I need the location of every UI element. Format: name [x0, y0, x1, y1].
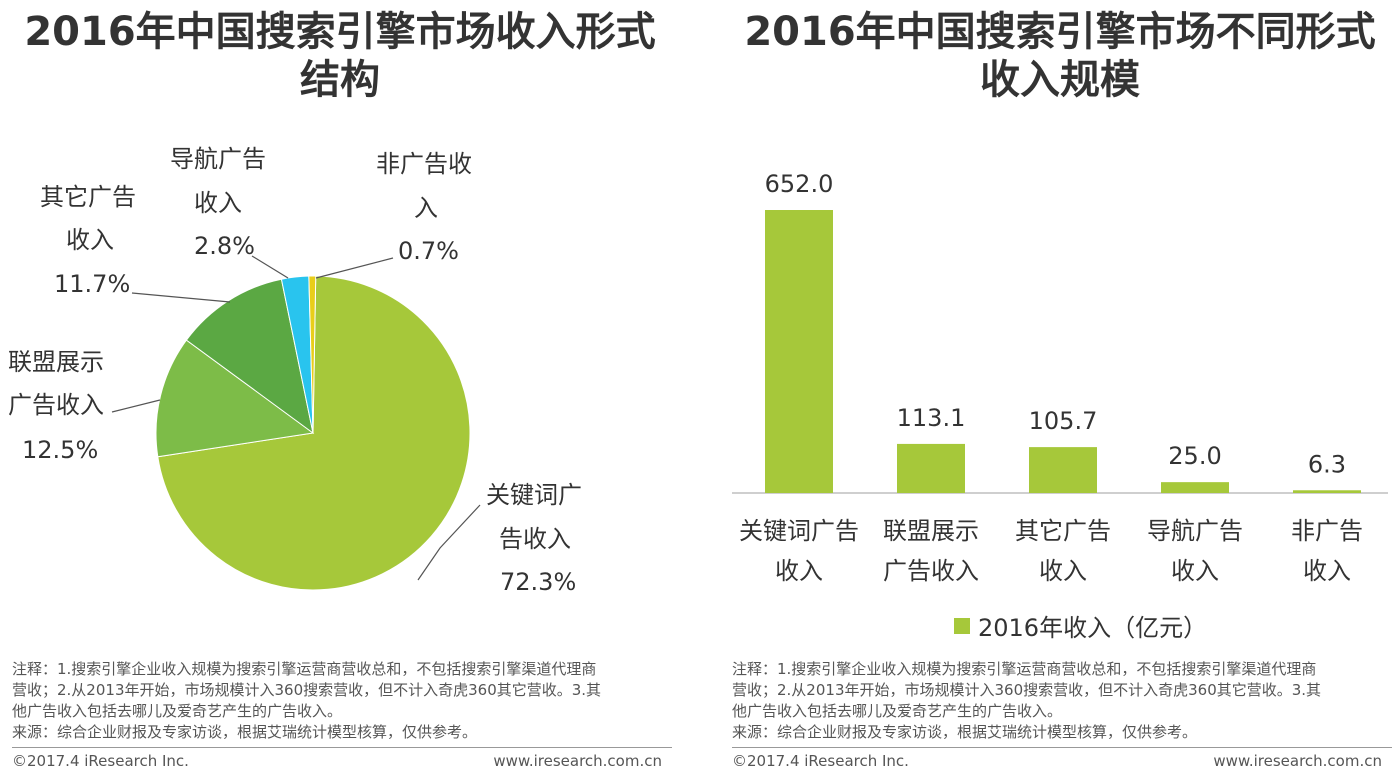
- x-tick-label: 导航广告: [1147, 517, 1243, 545]
- pie-label-alliance: 广告收入: [8, 391, 104, 419]
- pie-label-nonad: 非广告收: [376, 150, 472, 178]
- chart-notes: 注释：1.搜索引擎企业收入规模为搜索引擎运营商营收总和，不包括搜索引擎渠道代理商…: [732, 660, 1322, 741]
- pie-value-nonad: 0.7%: [398, 237, 459, 265]
- bar-0: [765, 210, 833, 493]
- bar-3: [1161, 482, 1229, 493]
- bar-1: [897, 443, 965, 493]
- pie-slice-keyword: [157, 275, 471, 591]
- pie-value-nav: 2.8%: [194, 232, 255, 260]
- pie-label-keyword: 关键词广: [486, 481, 582, 509]
- footer-divider: [12, 747, 672, 748]
- pie-label-nonad: 入: [414, 194, 438, 222]
- pie-label-other: 收入: [66, 226, 114, 254]
- pie-value-alliance: 12.5%: [22, 436, 98, 464]
- x-tick-label: 关键词广告: [739, 517, 859, 545]
- copyright: ©2017.4 iResearch Inc.: [732, 752, 909, 770]
- bar-value-label: 113.1: [897, 404, 966, 432]
- chart-legend: 2016年收入（亿元）: [954, 608, 1207, 643]
- bar-value-label: 652.0: [765, 170, 834, 198]
- pie-label-alliance: 联盟展示: [8, 348, 104, 376]
- bar-chart-title: 2016年中国搜索引擎市场不同形式 收入规模: [744, 9, 1376, 103]
- pie-value-other: 11.7%: [54, 270, 130, 298]
- website: www.iresearch.com.cn: [1213, 752, 1382, 770]
- footer: ©2017.4 iResearch Inc. www.iresearch.com…: [732, 752, 1382, 770]
- leader-line-alliance: [111, 399, 161, 413]
- pie-value-keyword: 72.3%: [500, 568, 576, 596]
- x-tick-label: 收入: [775, 557, 823, 585]
- footer-divider: [732, 747, 1392, 748]
- pie-label-keyword: 告收入: [499, 525, 571, 553]
- bar-value-label: 6.3: [1308, 450, 1346, 478]
- bar-chart-panel: 2016年中国搜索引擎市场不同形式 收入规模 652.0 关键词广告收入 113.1…: [720, 0, 1400, 780]
- pie-label-other: 其它广告: [40, 183, 136, 211]
- pie-slice-nonad: [308, 275, 317, 434]
- x-tick-label: 广告收入: [883, 557, 979, 585]
- leader-line-nav: [251, 255, 289, 279]
- bar-4: [1293, 490, 1361, 493]
- bar-2: [1029, 447, 1097, 493]
- website: www.iresearch.com.cn: [493, 752, 662, 770]
- x-tick-label: 其它广告: [1015, 517, 1111, 545]
- leader-line-other: [131, 292, 231, 303]
- pie-label-nav: 导航广告: [170, 145, 266, 173]
- pie-chart: 关键词广告收入72.3%联盟展示广告收入12.5%其它广告收入11.7%导航广告…: [8, 145, 582, 596]
- x-tick-label: 收入: [1039, 557, 1087, 585]
- x-tick-label: 收入: [1303, 557, 1351, 585]
- bar-value-label: 105.7: [1029, 407, 1098, 435]
- leader-line-nonad: [315, 257, 394, 279]
- legend-label: 2016年收入（亿元）: [978, 614, 1208, 642]
- copyright: ©2017.4 iResearch Inc.: [12, 752, 189, 770]
- pie-label-nav: 收入: [194, 189, 242, 217]
- pie-chart-title: 2016年中国搜索引擎市场收入形式 结构: [24, 9, 656, 103]
- x-tick-label: 收入: [1171, 557, 1219, 585]
- legend-swatch: [954, 617, 970, 634]
- chart-notes: 注释：1.搜索引擎企业收入规模为搜索引擎运营商营收总和，不包括搜索引擎渠道代理商…: [12, 660, 602, 741]
- leader-line-keyword: [417, 504, 481, 581]
- footer: ©2017.4 iResearch Inc. www.iresearch.com…: [12, 752, 662, 770]
- bar-value-label: 25.0: [1168, 442, 1221, 470]
- x-tick-label: 非广告: [1291, 517, 1363, 545]
- pie-chart-panel: 2016年中国搜索引擎市场收入形式 结构 关键词广告收入 72.3% 联盟展示广告收…: [0, 0, 680, 780]
- pie-slice-other: [185, 278, 314, 435]
- x-tick-label: 联盟展示: [883, 517, 979, 545]
- pie-slice-alliance: [155, 339, 315, 458]
